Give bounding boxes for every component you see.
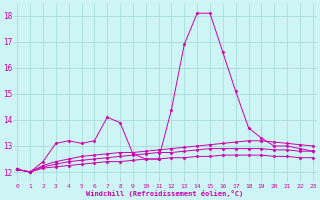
- X-axis label: Windchill (Refroidissement éolien,°C): Windchill (Refroidissement éolien,°C): [86, 190, 244, 197]
